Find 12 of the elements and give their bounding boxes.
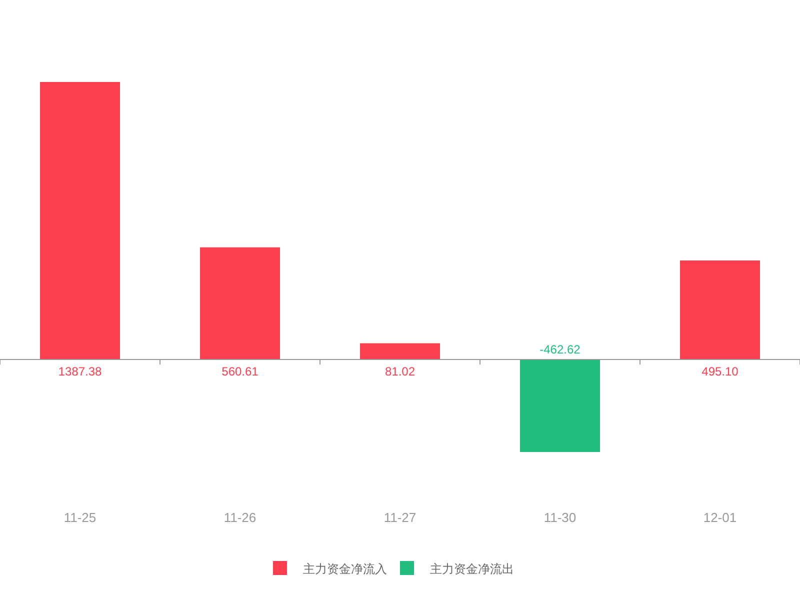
- x-tick-label: 12-01: [703, 510, 737, 525]
- legend-label: 主力资金净流入: [303, 562, 387, 576]
- data-label: 81.02: [384, 364, 416, 378]
- data-label: 495.10: [702, 364, 739, 378]
- x-tick-label: 11-25: [64, 510, 96, 525]
- data-label: 1387.38: [58, 364, 102, 378]
- x-tick-label: 11-30: [544, 510, 576, 525]
- x-tick-label: 11-26: [224, 510, 256, 525]
- x-tick-label: 11-27: [384, 510, 416, 525]
- data-label: 560.61: [222, 364, 259, 378]
- data-label: -462.62: [540, 342, 581, 356]
- legend-label: 主力资金净流出: [430, 562, 514, 576]
